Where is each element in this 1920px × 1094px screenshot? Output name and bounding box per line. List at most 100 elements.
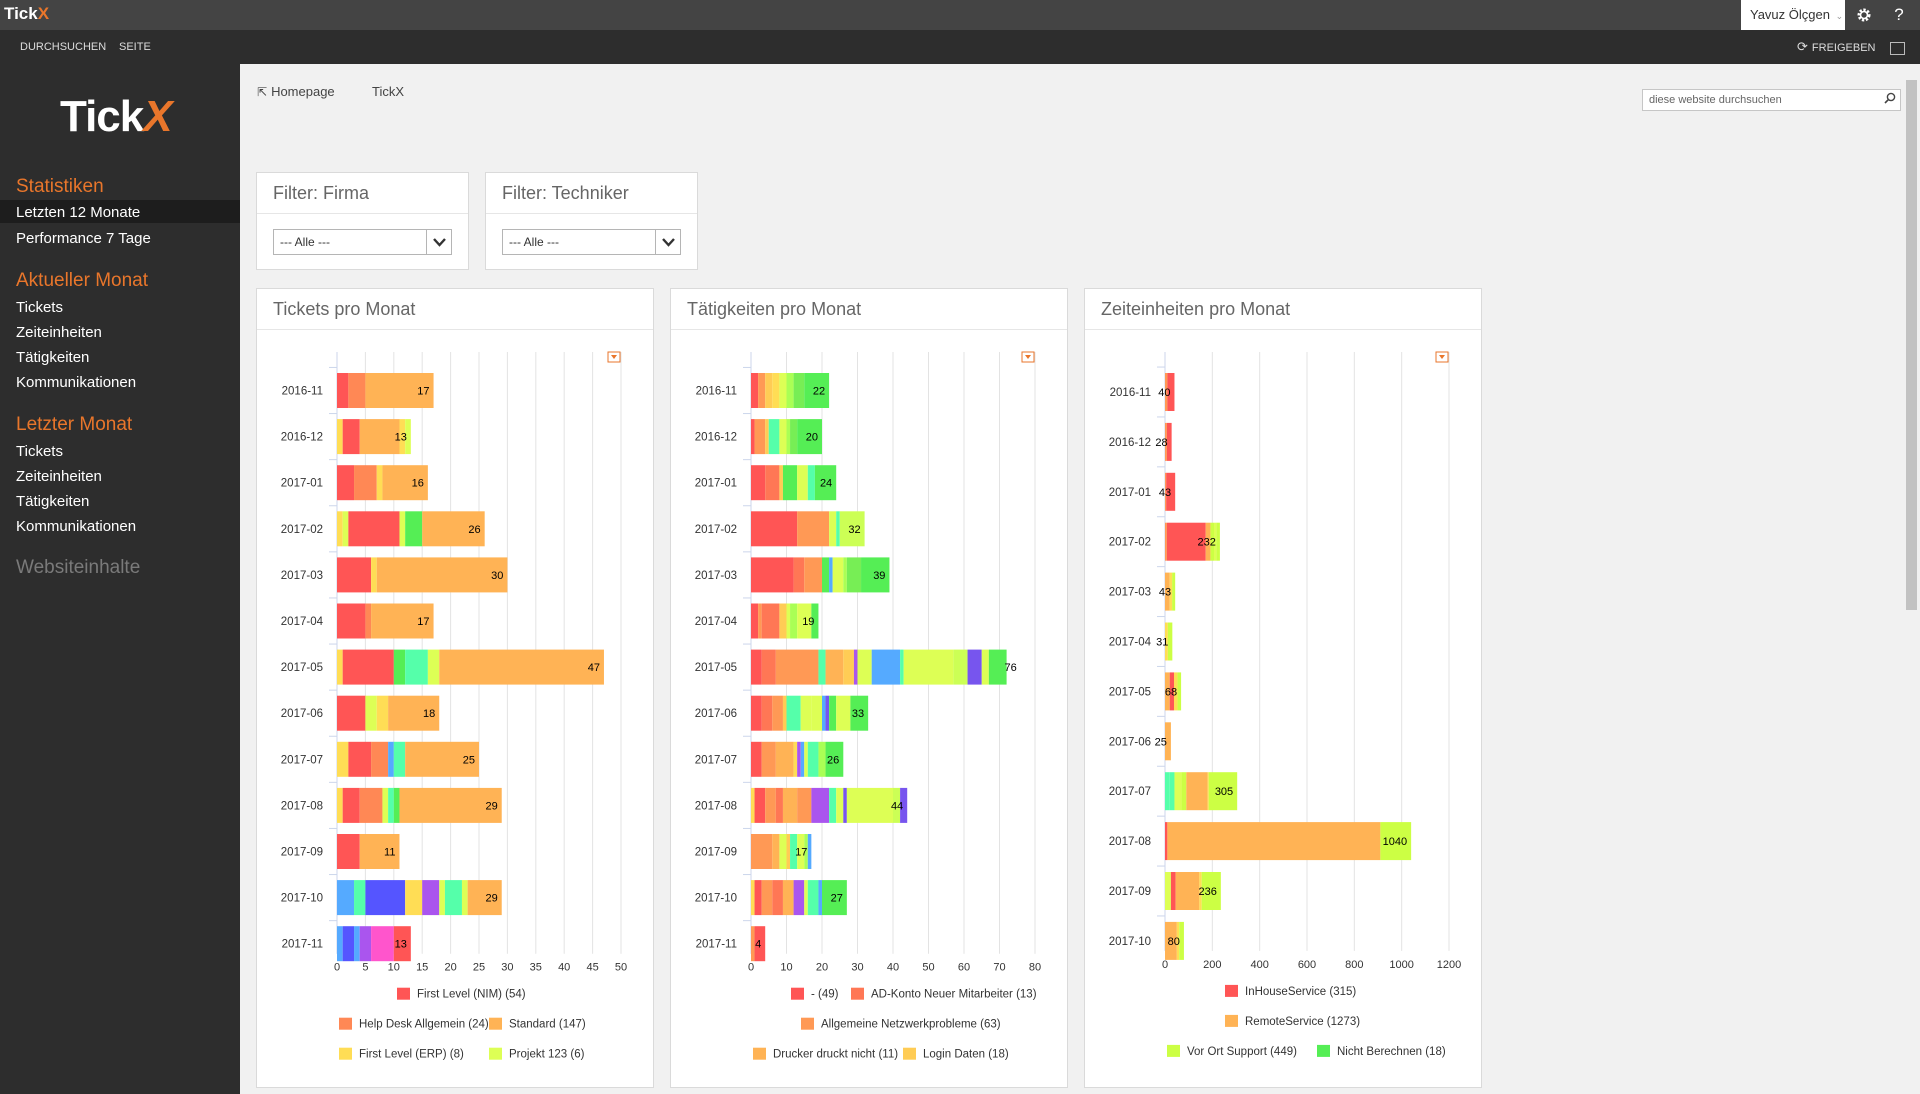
legend-label: Allgemeine Netzwerkprobleme (63) [821, 1019, 1001, 1031]
bar-segment [393, 926, 411, 962]
bar-segment [804, 741, 808, 777]
legend-label: First Level (NIM) (54) [417, 989, 526, 1001]
bar-segment [1165, 622, 1168, 661]
site-logo[interactable]: TickX [60, 92, 173, 142]
data-label: 32 [848, 524, 860, 536]
filter-firma-select[interactable]: --- Alle --- [273, 229, 452, 255]
search-placeholder: diese website durchsuchen [1649, 94, 1782, 106]
data-label: 68 [1165, 686, 1177, 698]
bar-segment [967, 649, 982, 685]
tab-seite[interactable]: SEITE [119, 41, 151, 53]
bar-segment [1165, 722, 1171, 761]
help-icon[interactable]: ? [1894, 5, 1904, 24]
filter-techniker-select[interactable]: --- Alle --- [502, 229, 681, 255]
legend-label: First Level (ERP) (8) [359, 1049, 464, 1061]
bar-segment [772, 695, 783, 731]
share-button[interactable]: ⟳ FREIGEBEN [1797, 30, 1875, 64]
data-label: 305 [1215, 786, 1233, 798]
nav-item-aktuell-taetigkeiten[interactable]: Tätigkeiten [16, 349, 90, 366]
nav-heading-statistiken[interactable]: Statistiken [16, 176, 104, 197]
bar-segment [903, 649, 954, 685]
x-tick-label: 25 [473, 962, 485, 974]
bar-segment [790, 419, 798, 455]
breadcrumb-current[interactable]: TickX [372, 84, 405, 99]
data-label: 76 [1005, 662, 1017, 674]
bar-segment [751, 419, 755, 455]
bar-segment [751, 880, 755, 916]
chevron-down-icon[interactable] [655, 230, 680, 254]
chart-zeiteinheiten: 0 200 400 600 800 1000 1200 2016-11 40 2016-12 28 2… [1109, 351, 1461, 1058]
data-label: 26 [468, 524, 480, 536]
bar-segment [1165, 422, 1167, 461]
bar-segment [786, 834, 791, 869]
sync-icon: ⟳ [1797, 39, 1808, 54]
bar-segment [797, 834, 805, 869]
y-category-label: 2017-05 [1109, 686, 1151, 698]
bar-segment [342, 511, 349, 547]
bar-segment [337, 695, 366, 731]
bar-segment [1166, 422, 1172, 461]
data-label: 31 [1156, 637, 1168, 649]
legend-label: Projekt 123 (6) [509, 1049, 585, 1061]
bar-segment [793, 373, 805, 408]
data-label: 24 [820, 478, 832, 490]
bar-segment [1186, 772, 1208, 811]
bar-segment [988, 649, 1007, 685]
nav-item-aktuell-kommunikationen[interactable]: Kommunikationen [16, 374, 137, 391]
nav-item-letzter-taetigkeiten[interactable]: Tätigkeiten [16, 493, 90, 510]
bar-segment [871, 649, 901, 685]
nav-item-letzter-zeiteinheiten[interactable]: Zeiteinheiten [16, 468, 102, 485]
bar-segment [1173, 672, 1178, 711]
bar-segment [754, 926, 766, 962]
bar-segment [839, 511, 865, 547]
bar-segment [765, 465, 780, 501]
bar-segment [399, 419, 406, 455]
nav-item-aktuell-tickets[interactable]: Tickets [16, 299, 63, 316]
bar-segment [818, 880, 822, 916]
nav-item-performance-7-tage[interactable]: Performance 7 Tage [16, 230, 151, 247]
bar-segment [853, 649, 858, 685]
y-category-label: 2017-02 [281, 524, 323, 536]
user-menu[interactable]: Yavuz Ölçgen ⌄ [1741, 0, 1845, 30]
x-tick-label: 0 [334, 962, 340, 974]
bar-segment [1174, 772, 1182, 811]
bar-segment [829, 695, 837, 731]
bar-segment [337, 557, 372, 593]
bar-segment [388, 741, 394, 777]
bar-segment [779, 373, 787, 408]
x-tick-label: 50 [615, 962, 627, 974]
suite-logo[interactable]: TickX [4, 4, 49, 24]
legend-label: Login Daten (18) [923, 1049, 1009, 1061]
data-label: 13 [395, 432, 407, 444]
tab-durchsuchen[interactable]: DURCHSUCHEN [20, 41, 107, 53]
y-category-label: 2017-03 [281, 570, 323, 582]
bar-segment [337, 373, 349, 408]
search-icon[interactable] [1884, 92, 1896, 104]
bar-segment [800, 695, 812, 731]
breadcrumb-home[interactable]: ⇱ Homepage [257, 84, 335, 99]
bar-segment [843, 787, 847, 823]
bar-segment [765, 787, 776, 823]
nav-item-letzten-12-monate[interactable]: Letzten 12 Monate [16, 204, 141, 221]
nav-heading-letzter-monat[interactable]: Letzter Monat [16, 414, 133, 435]
page-scrollbar-thumb[interactable] [1906, 80, 1917, 610]
legend-swatch [801, 1017, 814, 1030]
x-tick-label: 0 [1162, 959, 1168, 971]
nav-item-letzter-kommunikationen[interactable]: Kommunikationen [16, 518, 137, 535]
nav-item-aktuell-zeiteinheiten[interactable]: Zeiteinheiten [16, 324, 102, 341]
bar-segment [797, 741, 801, 777]
bar-segment [359, 419, 400, 455]
filter-techniker-value: --- Alle --- [509, 235, 559, 249]
chevron-down-icon[interactable] [426, 230, 451, 254]
focus-mode-icon[interactable] [1890, 42, 1905, 55]
bar-segment [807, 880, 819, 916]
gear-icon[interactable] [1852, 0, 1876, 30]
legend-swatch [1225, 1014, 1238, 1027]
nav-heading-websiteinhalte[interactable]: Websiteinhalte [16, 557, 141, 578]
bar-segment [797, 419, 822, 455]
nav-heading-aktueller-monat[interactable]: Aktueller Monat [16, 270, 149, 291]
search-input[interactable]: diese website durchsuchen [1642, 89, 1901, 111]
bar-segment [843, 557, 847, 593]
nav-item-letzter-tickets[interactable]: Tickets [16, 443, 63, 460]
bar-segment [836, 695, 851, 731]
